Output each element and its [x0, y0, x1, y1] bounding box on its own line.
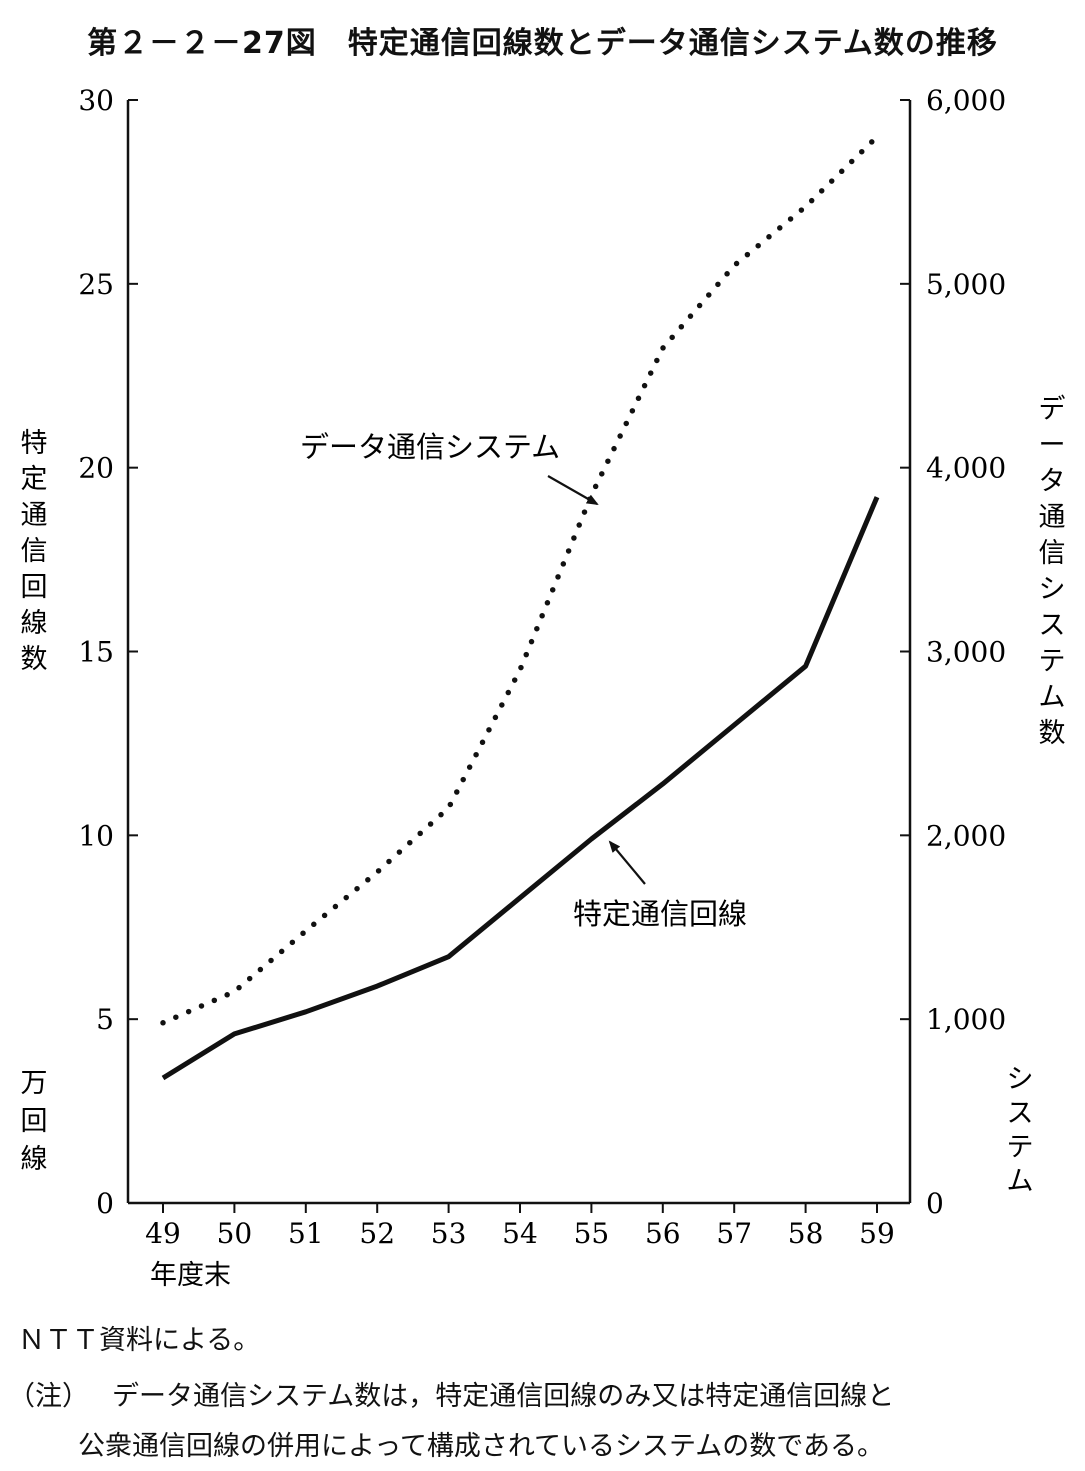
x-tick-label: 55 [574, 1217, 610, 1250]
left-y-tick-label: 25 [78, 268, 114, 301]
leased-line-point [874, 494, 880, 500]
leased-line-point [517, 895, 523, 901]
data-system-arrow [547, 475, 599, 505]
leased-line-point [660, 781, 666, 787]
leased-line-point [160, 1075, 166, 1081]
leased-line-arrow [608, 840, 646, 885]
x-tick-label: 50 [217, 1217, 253, 1250]
leased-line-inline-label: 特定通信回線 [573, 897, 747, 931]
leased-line-point [231, 1031, 237, 1037]
chart-series [160, 134, 880, 1081]
x-tick-label: 56 [645, 1217, 681, 1250]
right-y-tick-label: 4,000 [926, 452, 1006, 485]
dual-axis-line-chart: 0 5 10 15 20 25 30 0 1,000 2,000 3,000 4,000 5,000 6,… [21, 84, 1066, 1291]
data-system-point [517, 667, 523, 673]
right-y-unit-label: システム [1007, 1064, 1034, 1197]
x-tick-label: 52 [359, 1217, 395, 1250]
x-tick-label: 51 [288, 1217, 324, 1250]
data-system-point [303, 928, 309, 934]
note-line-1: データ通信システム数は，特定通信回線のみ又は特定通信回線と [112, 1381, 895, 1412]
leased-line-point [803, 663, 809, 669]
right-y-axis-label: データ通信システム数 [1039, 394, 1066, 749]
right-y-tick-label: 2,000 [926, 819, 1006, 852]
right-y-tick-label: 0 [926, 1187, 944, 1220]
right-y-tick-label: 5,000 [926, 268, 1006, 301]
leased-line-point [303, 1009, 309, 1015]
right-y-tick-label: 6,000 [926, 84, 1006, 117]
chart-axes: 0 5 10 15 20 25 30 0 1,000 2,000 3,000 4,000 5,000 6,… [78, 84, 1006, 1250]
data-system-series-line [160, 134, 880, 1026]
x-tick-label: 49 [145, 1217, 181, 1250]
leased-line-point [446, 954, 452, 960]
x-axis-label: 年度末 [150, 1260, 231, 1291]
x-tick-label: 54 [502, 1217, 538, 1250]
right-y-tick-label: 3,000 [926, 636, 1006, 669]
left-y-tick-label: 10 [78, 819, 114, 852]
note-line-2: 公衆通信回線の併用によって構成されているシステムの数である。 [78, 1431, 884, 1462]
note-prefix: （注） [8, 1381, 89, 1412]
left-y-tick-label: 0 [96, 1187, 114, 1220]
data-system-point [803, 204, 809, 210]
source-note: ＮＴＴ資料による。 [18, 1325, 261, 1356]
left-y-tick-label: 15 [78, 636, 114, 669]
leased-line-point [374, 983, 380, 989]
x-tick-label: 57 [716, 1217, 752, 1250]
data-system-point [588, 492, 594, 498]
data-system-point [374, 869, 380, 875]
data-system-point [874, 134, 880, 140]
data-system-point [231, 989, 237, 995]
left-y-tick-label: 30 [78, 84, 114, 117]
x-tick-label: 59 [859, 1217, 895, 1250]
data-system-point [731, 262, 737, 268]
right-y-tick-label: 1,000 [926, 1003, 1006, 1036]
left-y-unit-label: 万回線 [21, 1068, 48, 1175]
data-system-inline-label: データ通信システム [300, 430, 560, 464]
left-y-tick-label: 5 [96, 1003, 114, 1036]
leased-line-point [588, 836, 594, 842]
x-tick-label: 53 [431, 1217, 467, 1250]
leased-line-series-line [161, 496, 880, 1081]
data-system-point [446, 805, 452, 811]
data-system-point [160, 1020, 166, 1026]
chart-title: 第２－２－27図 特定通信回線数とデータ通信システム数の推移 [87, 26, 998, 61]
x-tick-label: 58 [788, 1217, 824, 1250]
left-y-tick-label: 20 [78, 452, 114, 485]
left-y-axis-label: 特定通信回線数 [21, 428, 48, 675]
data-system-point [660, 345, 666, 351]
leased-line-point [731, 722, 737, 728]
